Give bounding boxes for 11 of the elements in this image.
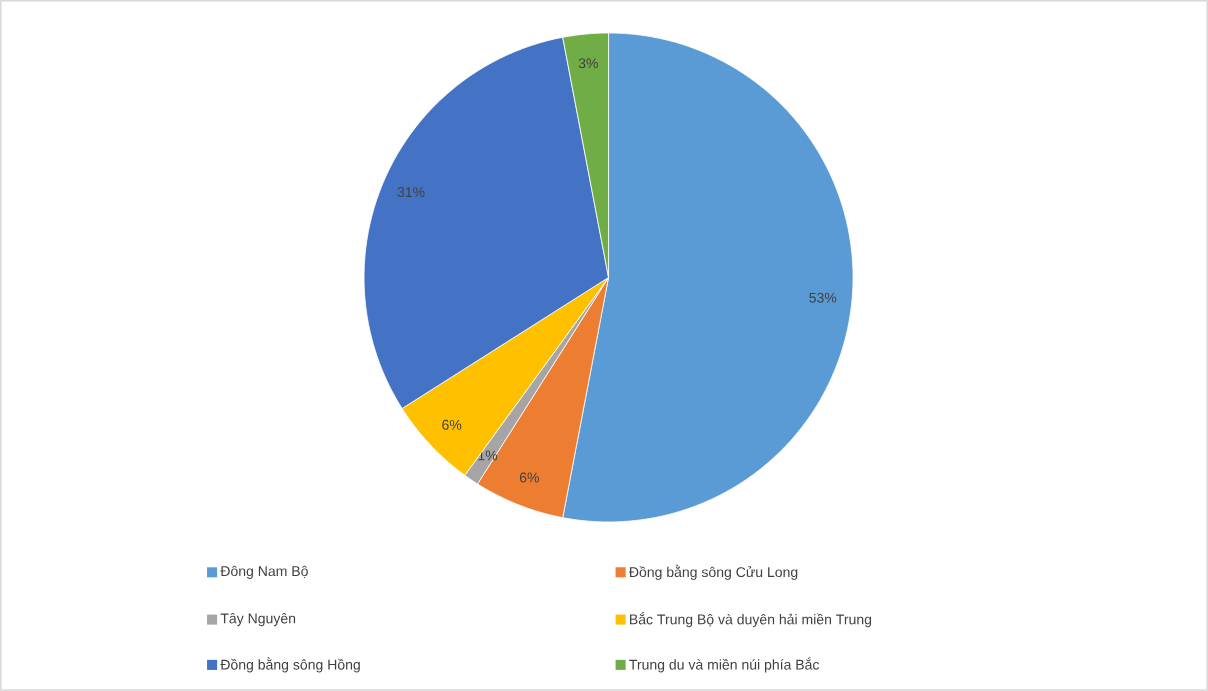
- legend-label: Trung du và miền núi phía Bắc: [629, 657, 820, 673]
- legend-label: Tây Nguyên: [220, 613, 296, 627]
- data-label: 6%: [519, 472, 539, 483]
- data-label: 6%: [442, 419, 462, 430]
- data-label: 31%: [397, 187, 425, 198]
- legend-label: Đồng bằng sông Cửu Long: [628, 564, 798, 580]
- data-label: 3%: [578, 58, 598, 69]
- legend-label: Đồng bằng sông Hồng: [220, 657, 360, 673]
- legend-label: Đông Nam Bộ: [220, 565, 308, 579]
- legend-label: Bắc Trung Bộ và duyên hải miền Trung: [630, 612, 872, 628]
- data-label: 53%: [809, 292, 837, 303]
